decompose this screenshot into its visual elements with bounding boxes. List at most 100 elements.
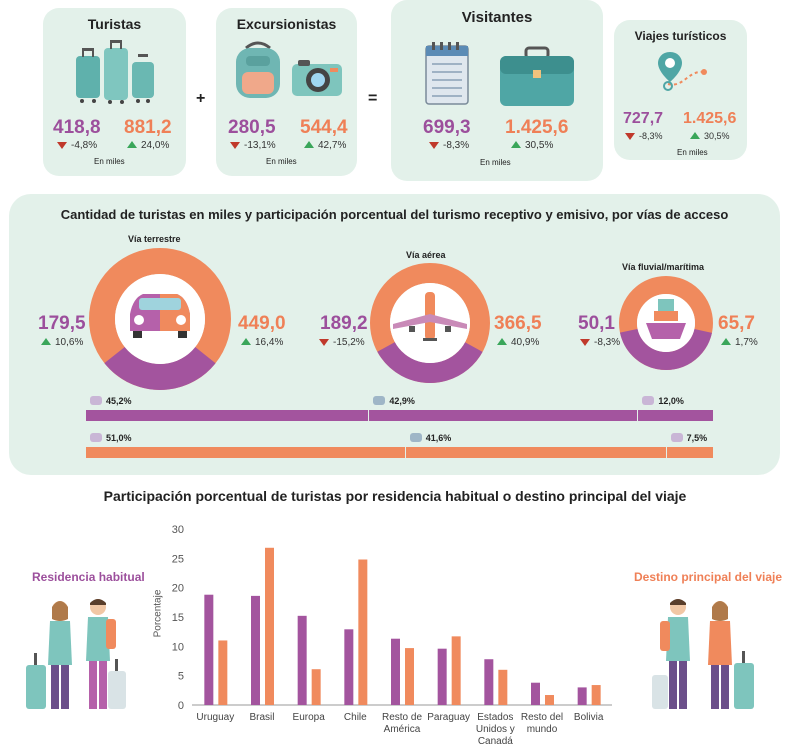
bar-destino: [218, 640, 228, 705]
bar-residencia: [437, 648, 447, 705]
excursionistas-emisivo: 544,4: [300, 117, 348, 138]
receptivo-fluvial-mini-icon: [642, 396, 655, 405]
bar-destino: [451, 636, 461, 705]
briefcase-icon: [500, 46, 574, 106]
receptivo-aerea-segment: [86, 410, 369, 421]
visitantes-receptivo: 699,3: [423, 117, 471, 138]
bar-residencia: [484, 659, 494, 705]
turistas-emisivo: 881,2: [124, 117, 172, 138]
x-tick-label: Resto de América: [382, 712, 422, 735]
x-tick-label: Uruguay: [196, 712, 234, 723]
fluvial-receptivo-change: -8,3%: [580, 337, 620, 348]
airplane-icon: [393, 292, 467, 341]
turistas-emisivo-change: 24,0%: [127, 140, 169, 151]
terrestre-label: Vía terrestre: [128, 234, 181, 244]
destino-label: Destino principal del viaje: [634, 570, 783, 584]
terrestre-receptivo: 179,5: [38, 313, 86, 334]
excursionistas-receptivo-change: -13,1%: [230, 140, 276, 151]
terrestre-donut: [89, 248, 231, 390]
viajes-receptivo: 727,7: [623, 110, 664, 127]
viajes-unit: En miles: [677, 148, 708, 157]
bar-residencia: [251, 595, 260, 705]
route-pin-icon: [658, 52, 707, 91]
fluvial-ring-receptivo-arc: [619, 276, 713, 370]
y-tick-label: 30: [172, 524, 184, 536]
y-tick-label: 25: [172, 553, 184, 565]
turistas-title: Turistas: [87, 16, 142, 32]
turistas-receptivo-change: -4,8%: [57, 140, 97, 151]
terrestre-receptivo-change: 10,6%: [41, 337, 83, 348]
x-tick-label: Bolivia: [574, 712, 604, 723]
visitantes-unit: En miles: [480, 158, 511, 167]
bar-destino: [265, 547, 274, 705]
receptivo-fluvial-pct-label: 12,0%: [658, 396, 684, 406]
travelers-right-illustration: [652, 599, 754, 709]
ship-icon: [646, 299, 686, 339]
aerea-receptivo-change: -15,2%: [319, 337, 365, 348]
turistas-unit: En miles: [94, 157, 125, 166]
y-tick-label: 10: [172, 641, 184, 653]
residencia-label: Residencia habitual: [32, 570, 145, 584]
emisivo-fluvial-mini-icon: [670, 433, 683, 442]
x-tick-label: Resto del mundo: [521, 712, 563, 735]
fluvial-label: Vía fluvial/marítima: [622, 262, 705, 272]
bar-destino: [311, 669, 321, 705]
equals-sign: =: [368, 90, 378, 107]
bar-residencia: [391, 638, 400, 705]
aerea-donut: [370, 263, 490, 383]
bar-destino: [591, 685, 601, 705]
viajes-title: Viajes turísticos: [634, 29, 727, 43]
receptivo-terrestre-segment: [369, 410, 638, 421]
emisivo-terrestre-segment: [86, 447, 405, 458]
fluvial-emisivo-change: 1,7%: [721, 337, 758, 348]
bar-destino: [498, 669, 508, 705]
x-tick-label: Brasil: [249, 712, 274, 723]
viajes-emisivo-change: 30,5%: [690, 131, 730, 141]
aerea-receptivo: 189,2: [320, 313, 368, 334]
terrestre-emisivo: 449,0: [238, 313, 286, 334]
fluvial-donut: [619, 276, 713, 370]
receptivo-aerea-pct-label: 45,2%: [106, 396, 132, 406]
bar-residencia: [344, 629, 354, 705]
aerea-label: Vía aérea: [406, 250, 446, 260]
emisivo-fluvial-segment: [666, 447, 713, 458]
y-tick-label: 5: [178, 671, 184, 683]
excursionistas-title: Excursionistas: [236, 16, 337, 32]
viajes-receptivo-change: -8,3%: [625, 131, 663, 141]
receptivo-terrestre-pct-label: 42,9%: [389, 396, 415, 406]
emisivo-terrestre-mini-icon: [90, 433, 102, 442]
receptivo-fluvial-segment: [638, 410, 713, 421]
emisivo-fluvial-pct-label: 7,5%: [686, 433, 708, 443]
receptivo-terrestre-mini-icon: [373, 396, 386, 405]
plus-sign: +: [196, 90, 206, 107]
excursionistas-unit: En miles: [266, 157, 297, 166]
camera-icon: [292, 60, 342, 96]
emisivo-terrestre-pct-label: 51,0%: [106, 433, 132, 443]
terrestre-emisivo-change: 16,4%: [241, 337, 283, 348]
backpack-icon: [236, 41, 280, 98]
visitantes-emisivo: 1.425,6: [505, 117, 569, 138]
bar-residencia: [531, 682, 540, 705]
x-tick-label: Estados Unidos y Canadá: [476, 712, 515, 747]
residencia-bar-chart: 0 5 10 15 20 25 30 Uruguay Brasil Europa Chile Rest…: [172, 524, 612, 747]
bar-destino: [405, 648, 414, 705]
y-tick-label: 20: [172, 583, 184, 595]
bar-residencia: [577, 687, 587, 705]
visitantes-receptivo-change: -8,3%: [429, 140, 469, 151]
turistas-receptivo: 418,8: [53, 117, 101, 138]
terrestre-ring-receptivo-arc: [89, 248, 231, 390]
suitcases-icon: [76, 40, 154, 104]
vias-title: Cantidad de turistas en miles y particip…: [60, 207, 729, 222]
fluvial-emisivo: 65,7: [718, 313, 755, 334]
bar-residencia: [297, 615, 307, 705]
x-tick-label: Chile: [344, 712, 367, 723]
agenda-icon: [425, 42, 469, 105]
emisivo-aerea-mini-icon: [409, 433, 422, 442]
travelers-left-illustration: [26, 599, 126, 709]
x-tick-label: Paraguay: [427, 712, 470, 723]
emisivo-aerea-segment: [405, 447, 666, 458]
x-tick-label: Europa: [293, 712, 326, 723]
fluvial-receptivo: 50,1: [578, 313, 615, 334]
visitantes-emisivo-change: 30,5%: [511, 140, 553, 151]
excursionistas-emisivo-change: 42,7%: [304, 140, 346, 151]
